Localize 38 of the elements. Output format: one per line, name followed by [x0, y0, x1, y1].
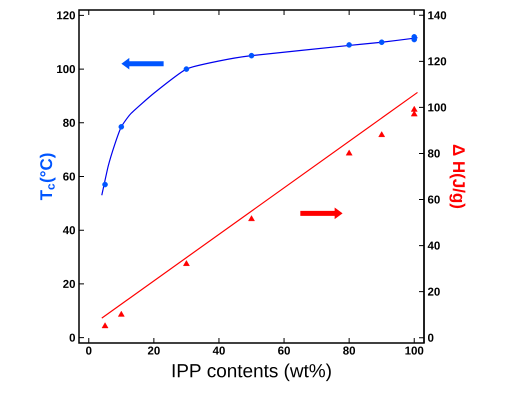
y2-tick-label: 40: [428, 242, 440, 250]
point: [248, 52, 254, 58]
x-tick-label: 40: [212, 346, 225, 355]
y2-tick-label: 60: [428, 195, 440, 204]
y-tick-label: 100: [57, 65, 76, 74]
x-tick-label: 20: [148, 346, 160, 355]
point: [410, 110, 418, 116]
y2-tick-label: 0: [428, 334, 434, 342]
y-tick-label: 0: [70, 334, 76, 342]
x-axis-title: IPP contents (wt%): [172, 363, 331, 382]
y2-tick-label: 100: [428, 103, 446, 112]
y-tick-label: 40: [62, 226, 76, 234]
point: [378, 131, 385, 138]
y2-axis-title: Δ H(J/g): [449, 144, 466, 208]
x-tick-label: 0: [86, 346, 92, 355]
point: [183, 260, 190, 266]
y-tick-label: 80: [63, 118, 76, 127]
y2-tick-label: 80: [428, 149, 440, 158]
point: [118, 310, 125, 317]
y-tick-label: 20: [63, 280, 76, 288]
point: [378, 39, 384, 46]
y2-tick-label: 120: [428, 57, 446, 66]
x-tick-label: 100: [405, 346, 424, 355]
y-tick-label: 60: [63, 172, 76, 181]
y-axis-title: T$_{c}$(°C): [40, 153, 56, 200]
point: [184, 66, 190, 72]
x-tick-label: 80: [343, 346, 356, 355]
y2-tick-label: 20: [428, 288, 440, 296]
point: [346, 42, 352, 48]
x-tick-label: 60: [278, 346, 290, 355]
point: [102, 182, 108, 188]
point: [410, 106, 418, 112]
y2-tick-label: 140: [428, 11, 446, 20]
point: [346, 150, 352, 156]
point: [102, 322, 108, 328]
point: [118, 124, 124, 130]
y-tick-label: 120: [57, 11, 76, 20]
point: [248, 215, 255, 222]
